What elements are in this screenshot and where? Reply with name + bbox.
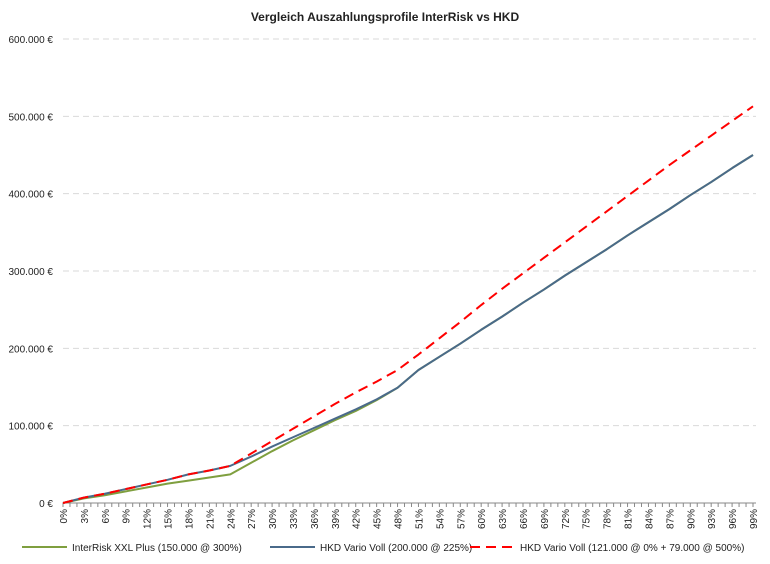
y-tick-label: 0 € bbox=[39, 499, 53, 510]
series-line-0 bbox=[62, 154, 754, 504]
x-tick-label: 9% bbox=[122, 509, 133, 524]
x-tick-label: 45% bbox=[373, 509, 384, 529]
x-tick-label: 39% bbox=[331, 509, 342, 529]
x-tick-label: 66% bbox=[519, 509, 530, 529]
series-line-1 bbox=[62, 154, 754, 504]
y-axis: 0 € 100.000 € 200.000 € 300.000 € 400.000 € 5… bbox=[9, 35, 54, 510]
x-axis: 0% 3% 6% 9% 12% 15% 18% 21% 24% 27% 30% 33% 36% 39% 42… bbox=[59, 502, 760, 529]
x-tick-label: 69% bbox=[540, 509, 551, 529]
x-tick-label: 12% bbox=[143, 509, 154, 529]
x-tick-label: 78% bbox=[603, 509, 614, 529]
x-tick-label: 87% bbox=[665, 509, 676, 529]
series-lines bbox=[62, 105, 754, 504]
x-tick-label: 57% bbox=[456, 509, 467, 529]
legend: InterRisk XXL Plus (150.000 @ 300%) HKD V… bbox=[22, 543, 744, 554]
x-tick-label: 72% bbox=[561, 509, 572, 529]
x-tick-label: 24% bbox=[226, 509, 237, 529]
x-tick-label: 81% bbox=[624, 509, 635, 529]
y-tick-label: 300.000 € bbox=[9, 267, 54, 278]
x-tick-label: 99% bbox=[749, 509, 760, 529]
x-tick-label: 96% bbox=[728, 509, 739, 529]
x-tick-label: 93% bbox=[707, 509, 718, 529]
x-tick-label: 48% bbox=[394, 509, 405, 529]
y-tick-label: 100.000 € bbox=[9, 422, 54, 433]
x-tick-label: 90% bbox=[686, 509, 697, 529]
x-tick-label: 6% bbox=[101, 509, 112, 524]
grid bbox=[63, 38, 756, 427]
y-tick-label: 200.000 € bbox=[9, 344, 54, 355]
series-line-2 bbox=[62, 105, 754, 504]
chart-title: Vergleich Auszahlungsprofile InterRisk v… bbox=[251, 10, 520, 24]
x-tick-label: 30% bbox=[268, 509, 279, 529]
x-tick-label: 36% bbox=[310, 509, 321, 529]
x-tick-label: 75% bbox=[582, 509, 593, 529]
legend-label-2: HKD Vario Voll (121.000 @ 0% + 79.000 @ … bbox=[520, 543, 744, 554]
x-tick-label: 33% bbox=[289, 509, 300, 529]
x-tick-label: 27% bbox=[247, 509, 258, 529]
y-tick-label: 400.000 € bbox=[9, 190, 54, 201]
y-tick-label: 500.000 € bbox=[9, 112, 54, 123]
x-tick-label: 63% bbox=[498, 509, 509, 529]
x-tick-label: 42% bbox=[352, 509, 363, 529]
x-tick-label: 3% bbox=[80, 509, 91, 524]
x-tick-label: 21% bbox=[205, 509, 216, 529]
x-tick-label: 60% bbox=[477, 509, 488, 529]
x-tick-label: 51% bbox=[414, 509, 425, 529]
x-tick-label: 15% bbox=[164, 509, 175, 529]
x-tick-label: 0% bbox=[59, 509, 70, 524]
x-tick-label: 18% bbox=[184, 509, 195, 529]
legend-label-1: HKD Vario Voll (200.000 @ 225%) bbox=[320, 543, 472, 554]
y-tick-label: 600.000 € bbox=[9, 35, 54, 46]
legend-label-0: InterRisk XXL Plus (150.000 @ 300%) bbox=[72, 543, 242, 554]
x-tick-label: 54% bbox=[435, 509, 446, 529]
x-tick-label: 84% bbox=[644, 509, 655, 529]
